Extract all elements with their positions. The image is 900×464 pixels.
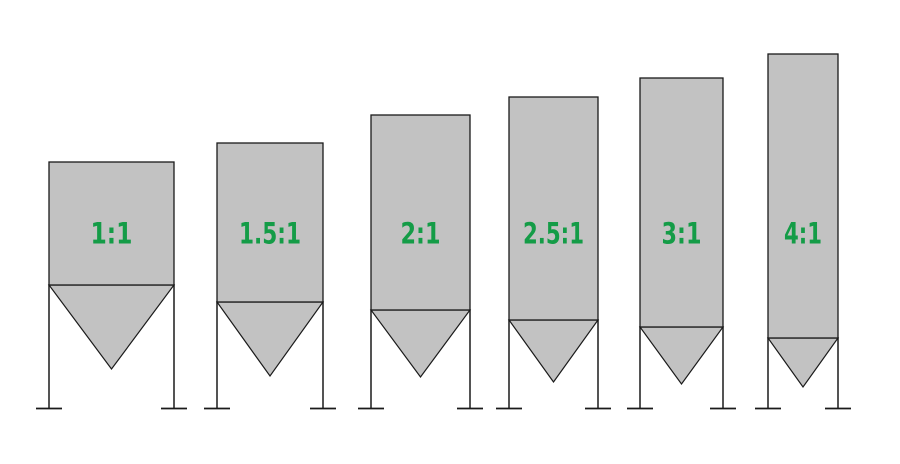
silo-hopper-cone <box>766 337 840 389</box>
silo-hopper-cone <box>638 326 725 386</box>
silo-1-5-1: 1.5:1 <box>204 142 336 410</box>
silo-ratio-label: 1.5:1 <box>239 217 301 251</box>
silo-hopper-cone <box>369 309 472 379</box>
silo-hopper-cone <box>215 301 325 378</box>
silo-2-1: 2:1 <box>358 114 483 410</box>
silo-body <box>767 53 839 339</box>
silo-ratio-label: 3:1 <box>662 217 702 251</box>
silo-ratio-label: 2:1 <box>401 217 441 251</box>
silo-1-1: 1:1 <box>36 161 187 410</box>
silo-body <box>370 114 471 311</box>
silo-4-1: 4:1 <box>755 53 851 410</box>
silo-body <box>216 142 324 303</box>
silo-2-5-1: 2.5:1 <box>496 96 611 410</box>
silo-body <box>48 161 175 286</box>
silo-hopper-cone <box>507 319 600 384</box>
silo-ratio-label: 4:1 <box>784 217 822 251</box>
silo-3-1: 3:1 <box>627 77 736 410</box>
silo-body <box>508 96 599 321</box>
silo-ratio-label: 1:1 <box>91 217 133 251</box>
silo-ratio-label: 2.5:1 <box>523 217 584 251</box>
silo-hopper-cone <box>47 284 176 371</box>
silo-body <box>639 77 724 328</box>
